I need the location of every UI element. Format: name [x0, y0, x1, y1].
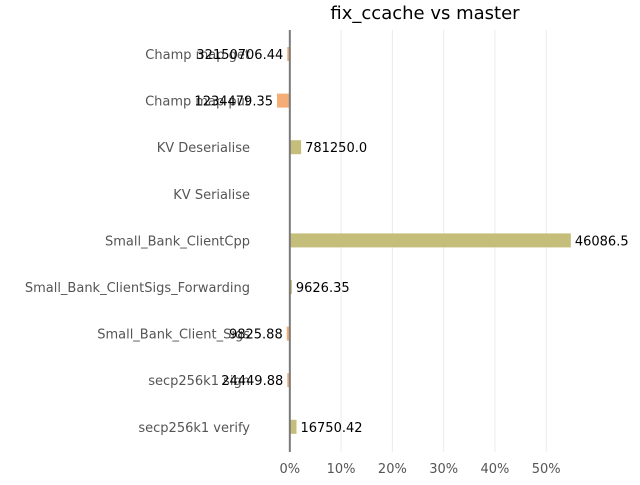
bars — [277, 47, 571, 434]
bar — [277, 93, 290, 108]
bar — [289, 419, 297, 434]
category-label: KV Serialise — [173, 188, 250, 203]
value-label: 9626.35 — [296, 281, 350, 296]
category-label: Small_Bank_Client_Sigs — [97, 328, 250, 343]
category-label: secp256k1 sign — [148, 374, 250, 389]
chart-title: fix_ccache vs master — [330, 3, 520, 24]
value-label: 781250.0 — [305, 141, 367, 156]
value-label: 16750.42 — [300, 421, 362, 436]
category-label: Champ map put — [145, 95, 250, 110]
x-tick-label: 20% — [378, 462, 407, 477]
bar — [289, 280, 292, 294]
bar — [287, 373, 290, 388]
value-labels: 32150706.44 1234479.35 781250.0 46086.5 9626… — [194, 48, 628, 436]
x-tick-label: 0% — [280, 462, 301, 477]
x-tick-label: 10% — [327, 462, 356, 477]
value-label: 9825.88 — [229, 328, 283, 343]
category-labels: Champ map get Champ map put KV Deserialise… — [25, 48, 250, 436]
category-label: secp256k1 verify — [138, 421, 250, 436]
x-tick-label: 50% — [532, 462, 561, 477]
x-axis-ticks: 0% 10% 20% 30% 40% 50% — [280, 462, 561, 477]
category-label: KV Deserialise — [157, 141, 250, 156]
value-label: 46086.5 — [575, 234, 629, 249]
category-label: Small_Bank_ClientCpp — [105, 234, 250, 249]
x-tick-label: 40% — [480, 462, 509, 477]
category-label: Champ map get — [145, 48, 250, 63]
category-label: Small_Bank_ClientSigs_Forwarding — [25, 281, 250, 296]
bar — [289, 140, 302, 155]
value-label: 32150706.44 — [196, 48, 283, 63]
bar — [289, 233, 571, 248]
value-label: 1234479.35 — [194, 95, 273, 110]
bar — [286, 326, 290, 341]
bar — [287, 47, 290, 61]
x-tick-label: 30% — [429, 462, 458, 477]
value-label: 24449.88 — [221, 374, 283, 389]
